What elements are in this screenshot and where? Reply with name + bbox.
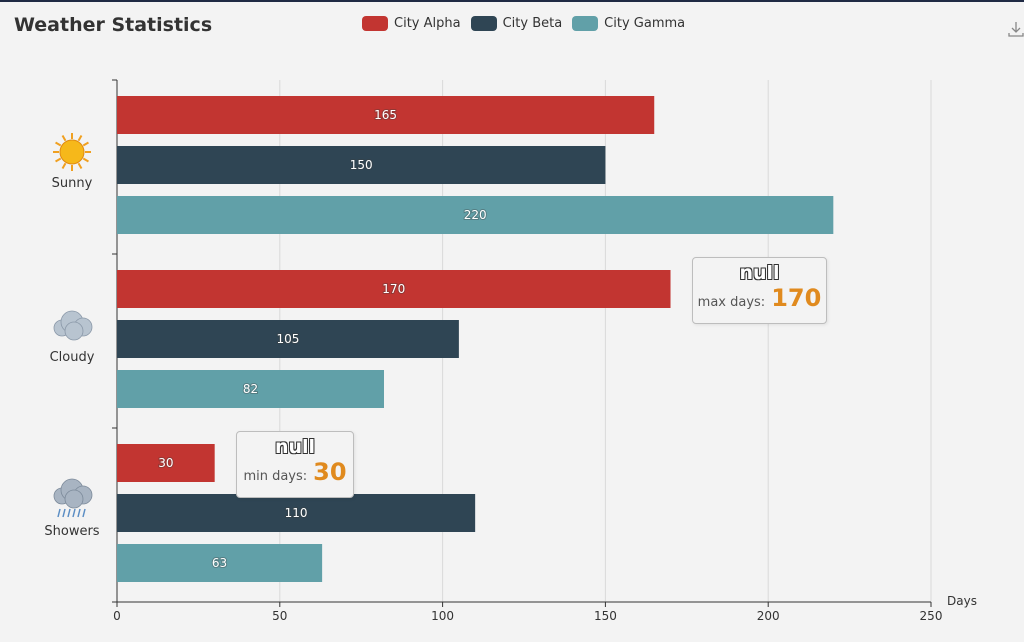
category-label: Cloudy xyxy=(50,350,95,365)
showers-icon xyxy=(53,478,93,518)
top-border xyxy=(0,0,1024,2)
x-tick-label: 200 xyxy=(757,609,780,623)
bar-value-label: 165 xyxy=(374,108,397,122)
bar xyxy=(117,544,323,582)
bar-value-label: 170 xyxy=(382,282,405,296)
tooltip-value: 30 xyxy=(313,458,347,486)
bar-value-label: 63 xyxy=(212,556,227,570)
bar-value-label: 150 xyxy=(350,158,373,172)
x-tick-label: 150 xyxy=(594,609,617,623)
legend: City Alpha City Beta City Gamma xyxy=(362,16,685,31)
download-icon[interactable] xyxy=(1007,20,1024,38)
x-tick-label: 250 xyxy=(920,609,943,623)
bar xyxy=(117,494,476,532)
legend-label: City Gamma xyxy=(604,16,686,31)
bar-value-label: 110 xyxy=(285,506,308,520)
x-tick-label: 50 xyxy=(272,609,287,623)
bar xyxy=(117,320,459,358)
bar xyxy=(117,146,606,184)
chart-title: Weather Statistics xyxy=(14,14,213,36)
max-days-tooltip: null max days: 170 xyxy=(692,257,827,324)
legend-label: City Beta xyxy=(502,16,563,31)
category-label: Showers xyxy=(44,524,99,539)
tooltip-title: null xyxy=(274,436,316,458)
legend-swatch xyxy=(572,16,599,31)
legend-label: City Alpha xyxy=(394,16,461,31)
x-tick-label: 0 xyxy=(113,609,121,623)
bar-value-label: 82 xyxy=(243,382,258,396)
bar xyxy=(117,96,655,134)
legend-swatch xyxy=(362,16,388,31)
legend-swatch xyxy=(470,16,497,31)
tooltip-title: null xyxy=(739,262,780,284)
bar xyxy=(117,270,671,308)
tooltip-label: min days: xyxy=(243,469,308,484)
cloud-icon xyxy=(53,310,93,341)
x-tick-label: 100 xyxy=(431,609,454,623)
bar xyxy=(117,196,834,234)
legend-item-city-gamma[interactable]: City Gamma xyxy=(572,16,685,31)
tooltip-value: 170 xyxy=(771,284,822,312)
category-label: Sunny xyxy=(52,176,93,191)
tooltip-label: max days: xyxy=(697,295,766,310)
x-axis-title: Days xyxy=(947,594,977,608)
bar-value-label: 220 xyxy=(464,208,487,222)
sun-icon xyxy=(53,133,91,171)
min-days-tooltip: null min days: 30 xyxy=(236,431,354,498)
bar xyxy=(117,370,384,408)
legend-item-city-alpha[interactable]: City Alpha xyxy=(362,16,461,31)
bar-value-label: 30 xyxy=(158,456,173,470)
bar xyxy=(117,444,215,482)
legend-item-city-beta[interactable]: City Beta xyxy=(470,16,563,31)
bar-value-label: 105 xyxy=(276,332,299,346)
